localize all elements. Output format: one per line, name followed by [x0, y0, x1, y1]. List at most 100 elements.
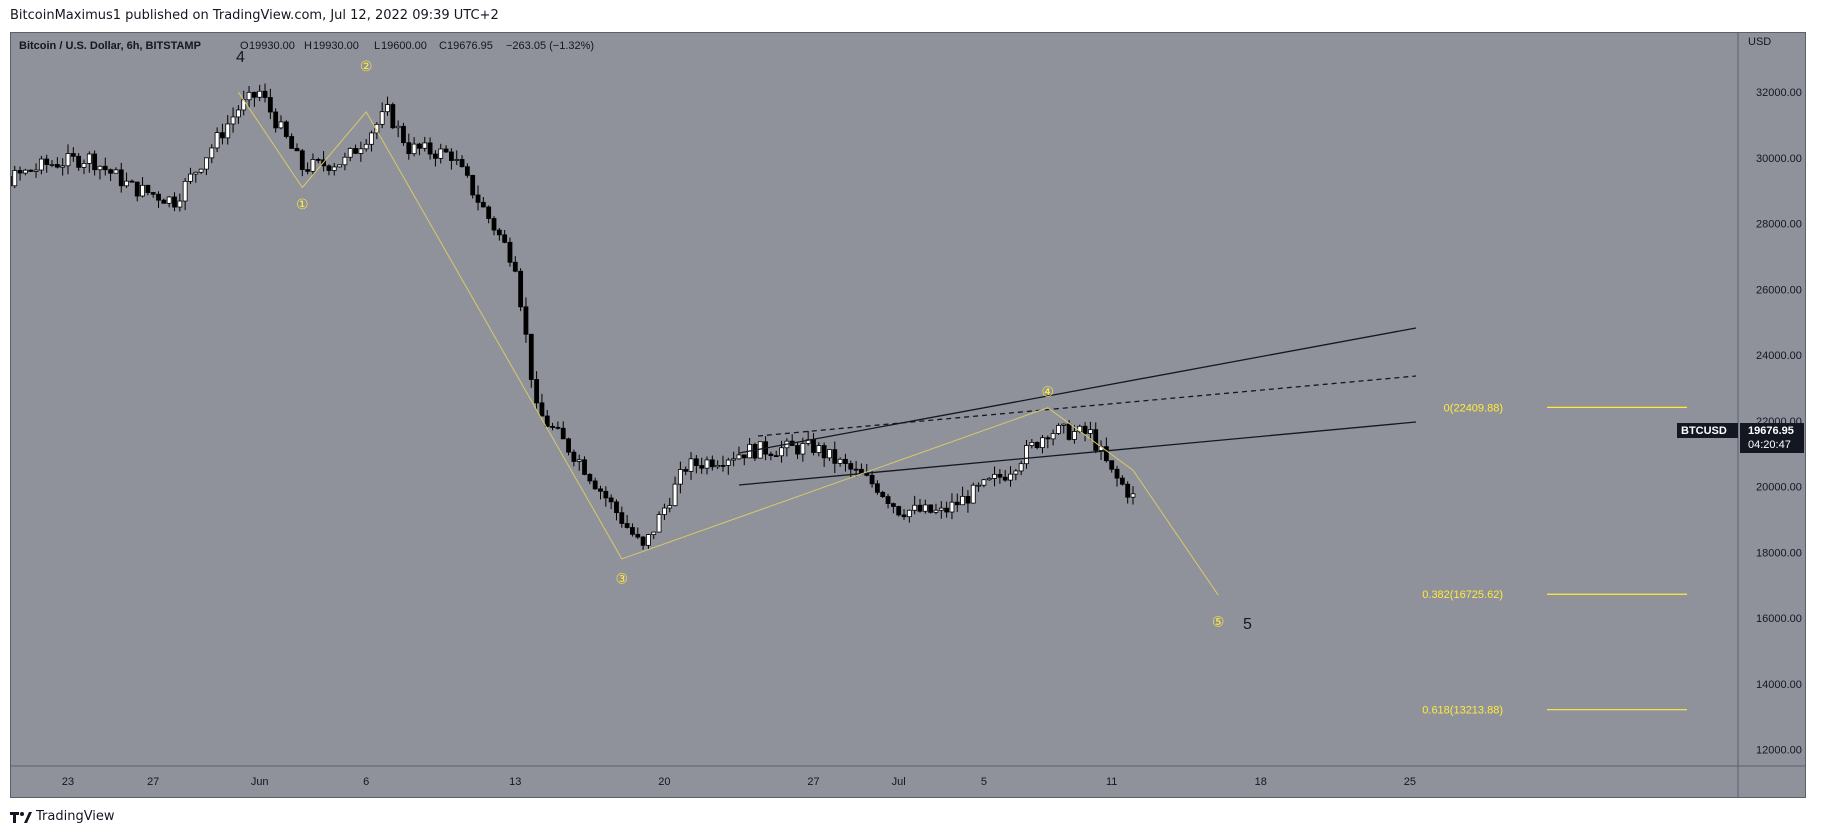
legend-symbol: Bitcoin / U.S. Dollar, 6h, BITSTAMP: [19, 40, 201, 52]
candle-body: [65, 153, 71, 167]
current-price-tag: BTCUSD 19676.95 04:20:47: [1677, 423, 1804, 453]
candle-body: [257, 90, 263, 98]
legend-high-value: 19930.00: [313, 40, 359, 52]
time-tick-label: 27: [807, 776, 819, 788]
candle-body: [1002, 476, 1008, 481]
candle-body: [779, 447, 784, 457]
candle-body: [917, 504, 923, 512]
legend: Bitcoin / U.S. Dollar, 6h, BITSTAMP O 19…: [19, 40, 594, 52]
candle-body: [949, 501, 955, 513]
candle-body: [358, 148, 364, 154]
candle-body: [54, 164, 60, 168]
candle-body: [848, 463, 854, 470]
candle-body: [1125, 483, 1131, 498]
candle-body: [204, 157, 209, 170]
candle-body: [880, 491, 886, 497]
candle-body: [172, 196, 177, 208]
candle-body: [598, 488, 603, 492]
candle-body: [44, 158, 50, 165]
candle-body: [827, 449, 832, 459]
candle-body: [347, 148, 353, 158]
candle-body: [299, 150, 305, 170]
time-tick-label: Jul: [892, 776, 906, 788]
candle-body: [464, 166, 470, 176]
candle-body: [108, 169, 113, 174]
candle-body: [363, 143, 369, 150]
candle-body: [1093, 429, 1099, 451]
price-axis[interactable]: USD 12000.00 14000.00 16000.00 18000.00 2000…: [1748, 36, 1802, 757]
candle-body: [454, 159, 460, 161]
candle-body: [544, 415, 550, 427]
candle-body: [188, 173, 193, 182]
candle-body: [406, 142, 412, 155]
candle-body: [731, 458, 737, 461]
candle-body: [965, 495, 971, 504]
time-axis[interactable]: 23 27 Jun 6 13 20 27 Jul 5 11 18 25: [62, 776, 1416, 788]
candle-body: [289, 136, 295, 149]
candle-body: [76, 155, 82, 168]
candle-body: [619, 512, 625, 524]
candle-body: [353, 148, 358, 154]
candle-body: [518, 270, 524, 308]
time-tick-label: 18: [1255, 776, 1267, 788]
candle-body: [379, 111, 385, 125]
candle-body: [715, 464, 721, 468]
candle-body: [582, 459, 587, 475]
candle-body: [401, 125, 406, 144]
candle-body: [97, 165, 103, 171]
candle-body: [411, 143, 417, 155]
candle-body: [752, 443, 758, 459]
price-axis-currency: USD: [1748, 36, 1771, 48]
candle-body: [816, 445, 822, 453]
footer-logo-text[interactable]: TradingView: [36, 809, 115, 824]
wave-path: [237, 91, 1219, 596]
price-tick-label: 30000.00: [1756, 153, 1802, 165]
publisher-text: BitcoinMaximus1 published on TradingView…: [10, 8, 499, 23]
candle-body: [1034, 442, 1040, 448]
chart-area[interactable]: Bitcoin / U.S. Dollar, 6h, BITSTAMP O 19…: [10, 32, 1806, 798]
fib-level-label: 0(22409.88): [1444, 402, 1503, 414]
candle-body: [662, 507, 667, 515]
candle-body: [534, 379, 539, 404]
candle-body: [161, 199, 167, 204]
candle-body: [390, 104, 396, 129]
price-tick-label: 16000.00: [1756, 613, 1802, 625]
price-tick-label: 26000.00: [1756, 284, 1802, 296]
candle-body: [1018, 463, 1024, 472]
candle-body: [523, 306, 529, 335]
legend-low-value: 19600.00: [381, 40, 427, 52]
candle-body: [235, 109, 241, 118]
candlestick-series: [11, 83, 1136, 550]
candle-body: [667, 505, 673, 509]
price-tick-label: 28000.00: [1756, 219, 1802, 231]
fib-level-label: 0.382(16725.62): [1422, 589, 1503, 601]
price-tag-countdown: 04:20:47: [1748, 439, 1791, 451]
legend-low-label: L: [374, 40, 380, 52]
candle-body: [225, 123, 231, 139]
candle-body: [1050, 433, 1056, 440]
candle-body: [267, 97, 273, 113]
candle-body: [709, 459, 715, 468]
candle-body: [438, 148, 444, 159]
candle-body: [832, 449, 838, 464]
candle-body: [1061, 423, 1067, 426]
candle-body: [443, 148, 449, 153]
time-tick-label: 25: [1404, 776, 1416, 788]
chart-canvas[interactable]: Bitcoin / U.S. Dollar, 6h, BITSTAMP O 19…: [11, 33, 1805, 797]
candle-body: [166, 196, 172, 204]
header-bar: BitcoinMaximus1 published on TradingView…: [0, 0, 1824, 32]
candle-body: [566, 438, 571, 453]
channel-lower-line: [738, 421, 1417, 486]
candle-body: [1029, 442, 1035, 446]
time-tick-label: 5: [981, 776, 987, 788]
time-tick-label: 6: [363, 776, 369, 788]
candle-body: [1066, 423, 1072, 440]
candle-body: [124, 180, 129, 187]
tradingview-logo-icon[interactable]: [10, 810, 32, 826]
candle-body: [720, 464, 726, 467]
candle-body: [427, 142, 433, 155]
candle-body: [555, 426, 561, 429]
candle-body: [843, 458, 848, 464]
candle-body: [278, 121, 284, 129]
candle-body: [480, 201, 486, 208]
